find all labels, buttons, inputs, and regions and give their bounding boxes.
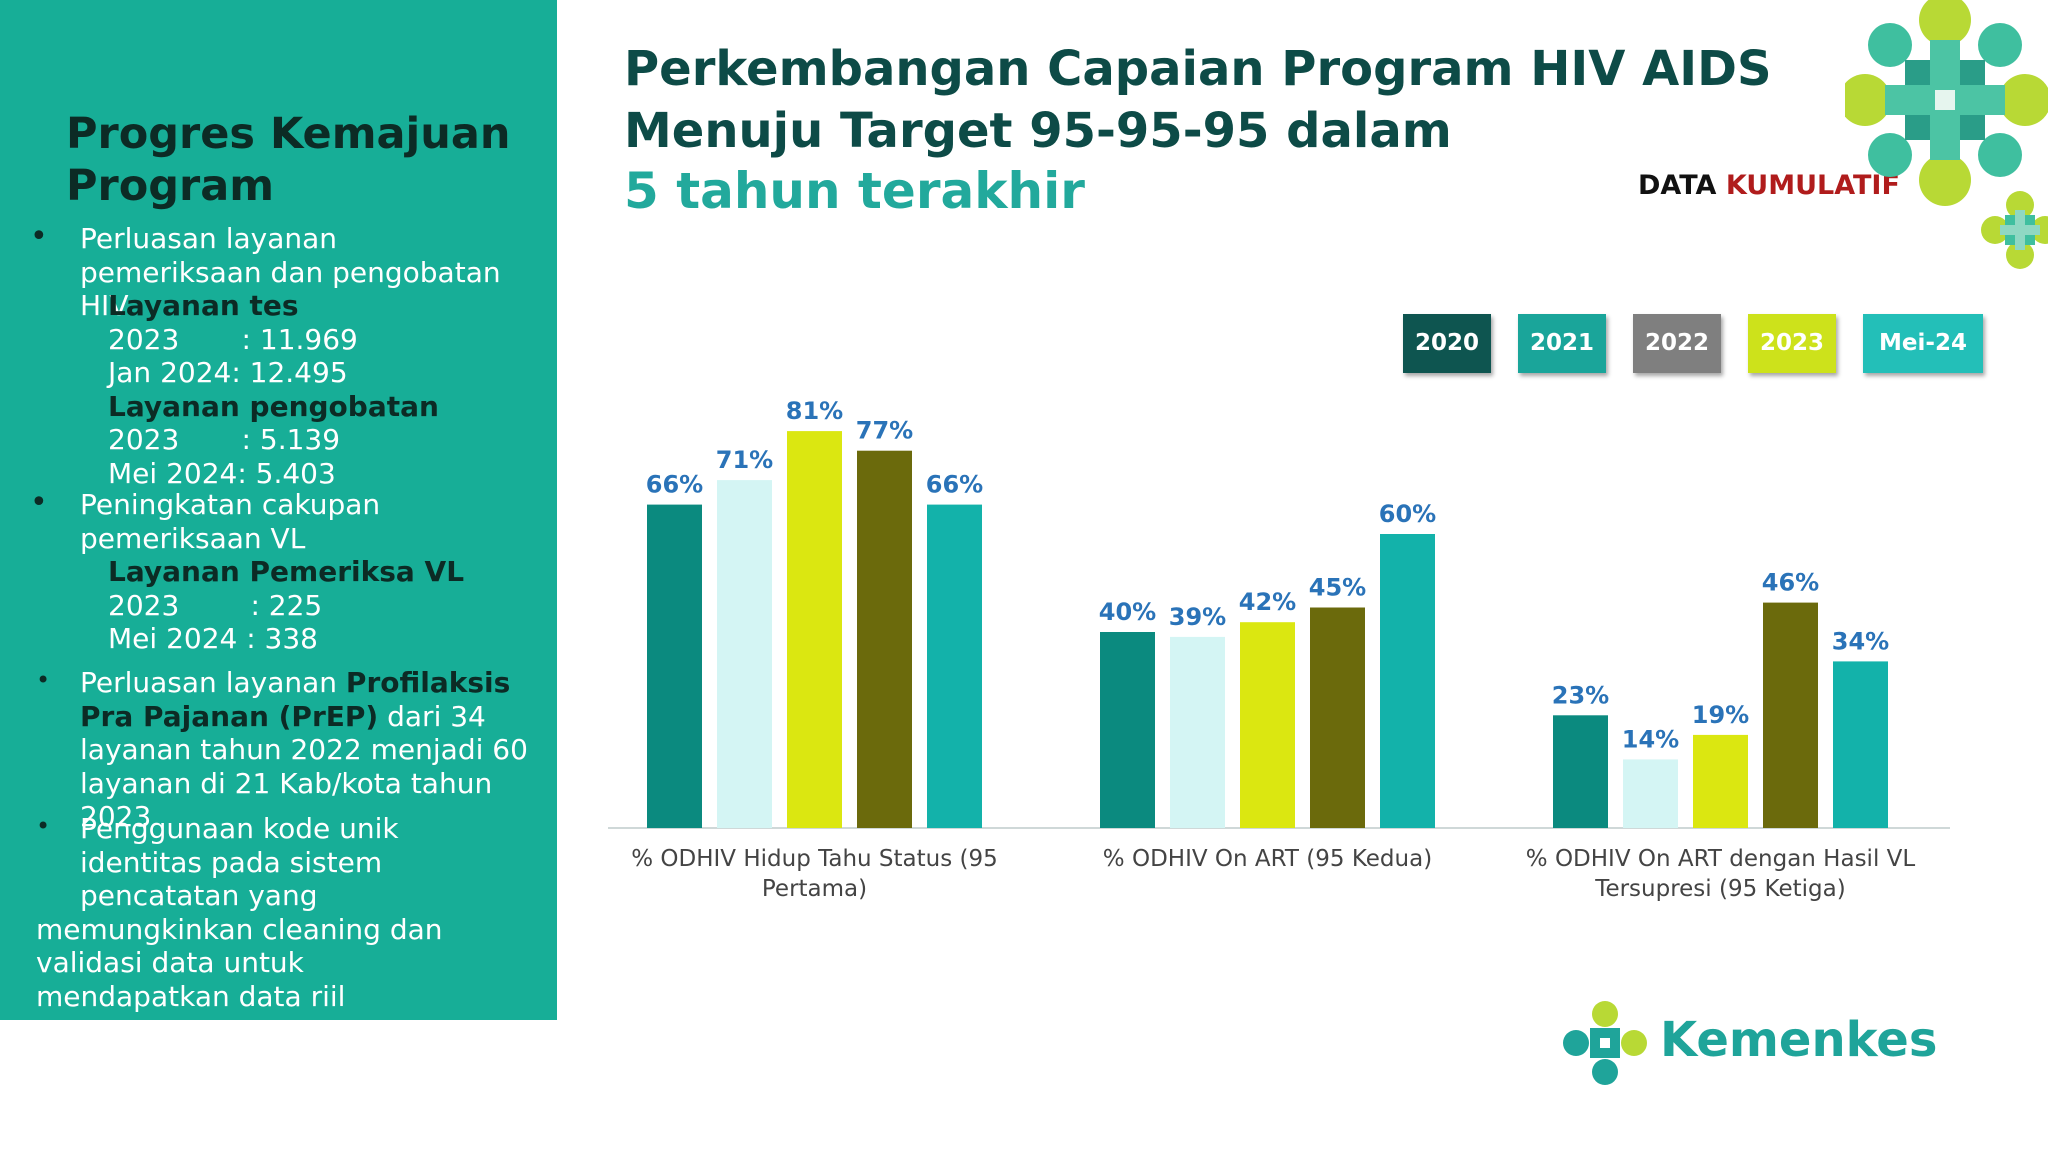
category-label-2: % ODHIV On ART (95 Kedua)	[1103, 846, 1432, 872]
data-label-2022-cat1: 81%	[786, 397, 843, 425]
legend-mei-24-label: Mei-24	[1879, 330, 1967, 356]
main-title: Perkembangan Capaian Program HIV AIDS Me…	[624, 38, 1784, 162]
data-label-2021-cat1: 71%	[716, 446, 773, 474]
data-label-2021-cat2: 39%	[1169, 603, 1226, 631]
layanan-tes-heading: Layanan tes	[108, 289, 299, 322]
bullet-2-sub: Layanan Pemeriksa VL 2023 : 225 Mei 2024…	[108, 555, 528, 656]
data-label-2022-cat2: 42%	[1239, 588, 1296, 616]
bar-mei-24-cat3	[1833, 661, 1888, 828]
bar-mei-24-cat1	[927, 504, 982, 828]
data-kumulatif-label: DATA KUMULATIF	[1638, 170, 1900, 201]
bullet-1-sub: Layanan tes 2023 : 11.969 Jan 2024: 12.4…	[108, 289, 528, 490]
category-label-3: Tersupresi (95 Ketiga)	[1594, 876, 1845, 902]
legend-2023: 2023	[1748, 314, 1836, 373]
bar-2021-cat3	[1623, 759, 1678, 828]
bullet-4-line1: Penggunaan kode unik	[80, 812, 399, 845]
flower-logo-icon	[1845, 0, 2048, 269]
bar-2022-cat1	[787, 431, 842, 828]
legend-2023-label: 2023	[1759, 330, 1824, 356]
legend-2021-label: 2021	[1529, 330, 1594, 356]
category-label-1: Pertama)	[762, 876, 867, 902]
data-label-mei-24-cat1: 66%	[926, 471, 983, 499]
main-title-line2: Menuju Target 95-95-95 dalam	[624, 103, 1452, 159]
kemenkes-logo-icon	[1563, 1001, 1647, 1085]
main-subtitle: 5 tahun terakhir	[624, 162, 1085, 220]
bar-2020-cat1	[647, 504, 702, 828]
left-panel-title: Progres Kemajuan Program	[66, 109, 511, 211]
data-label-2023-cat1: 77%	[856, 417, 913, 445]
bullet-2-text: Peningkatan cakupan pemeriksaan VL	[80, 488, 381, 555]
legend-2022: 2022	[1633, 314, 1721, 373]
prep-text-bold: Profilaksis Pra Pajanan (PrEP)	[80, 666, 511, 733]
bar-2023-cat2	[1310, 607, 1365, 828]
left-panel: Progres Kemajuan Program • Perluasan lay…	[0, 0, 557, 1020]
bar-2020-cat3	[1553, 715, 1608, 828]
bar-2023-cat3	[1763, 602, 1818, 828]
bar-2022-cat3	[1693, 734, 1748, 828]
data-label-2021-cat3: 14%	[1622, 725, 1679, 753]
category-label-3: % ODHIV On ART dengan Hasil VL	[1526, 846, 1916, 872]
prep-text-pre: Perluasan layanan	[80, 666, 346, 699]
category-label-1: % ODHIV Hidup Tahu Status (95	[631, 846, 998, 872]
bar-2021-cat1	[717, 480, 772, 828]
bullet-1-text: Perluasan layanan pemeriksaan dan pengob…	[80, 222, 501, 322]
kumulatif-label: KUMULATIF	[1725, 170, 1900, 201]
data-label-mei-24-cat3: 34%	[1832, 627, 1889, 655]
data-label-mei-24-cat2: 60%	[1379, 500, 1436, 528]
bar-2020-cat2	[1100, 632, 1155, 828]
layanan-tes-2023: 2023 : 11.969	[108, 322, 358, 356]
bar-chart: 66% 71% 81% 77% 66% % ODHIV Hidup Tahu Status…	[608, 397, 1950, 902]
main-title-line1: Perkembangan Capaian Program HIV AIDS	[624, 41, 1772, 97]
data-label-2023-cat3: 46%	[1762, 569, 1819, 597]
legend-2021: 2021	[1518, 314, 1606, 373]
layanan-vl-2024: Mei 2024 : 338	[108, 622, 318, 655]
bullet-4-line5: validasi data untuk	[36, 946, 304, 979]
legend-2020-label: 2020	[1414, 330, 1479, 356]
kemenkes-logo-text: Kemenkes	[1660, 1012, 1938, 1068]
data-label-2022-cat3: 19%	[1692, 701, 1749, 729]
bullet-4-line4: memungkinkan cleaning dan	[36, 912, 443, 946]
layanan-vl-heading: Layanan Pemeriksa VL	[108, 555, 465, 588]
bullet-dot: •	[30, 485, 48, 520]
bullet-4-line2: identitas pada sistem	[80, 845, 383, 879]
bullet-3-text: Perluasan layanan Profilaksis Pra Pajana…	[80, 666, 530, 834]
bullet-dot: •	[36, 812, 51, 840]
data-label-2020-cat1: 66%	[646, 471, 703, 499]
data-label: DATA	[1638, 170, 1717, 201]
bullet-4-line3: pencatatan yang	[80, 879, 318, 912]
bullet-4-line6: mendapatkan data riil	[36, 979, 346, 1013]
data-label-2023-cat2: 45%	[1309, 574, 1366, 602]
bullet-dot: •	[36, 666, 51, 694]
legend-2022-label: 2022	[1644, 330, 1709, 356]
layanan-vl-2023: 2023 : 225	[108, 588, 323, 622]
data-label-2020-cat2: 40%	[1099, 598, 1156, 626]
legend-2020: 2020	[1403, 314, 1491, 373]
prep-text-post: dari 34 layanan tahun 2022 menjadi 60 la…	[80, 699, 528, 834]
layanan-pengobatan-heading: Layanan pengobatan	[108, 389, 439, 423]
layanan-pengobatan-2024: Mei 2024: 5.403	[108, 456, 336, 490]
bar-2021-cat2	[1170, 636, 1225, 828]
layanan-tes-2024: Jan 2024: 12.495	[108, 356, 348, 389]
bar-2023-cat1	[857, 450, 912, 828]
bullet-dot: •	[30, 219, 48, 254]
bar-2022-cat2	[1240, 622, 1295, 828]
data-label-2020-cat3: 23%	[1552, 681, 1609, 709]
bar-mei-24-cat2	[1380, 534, 1435, 828]
layanan-pengobatan-2023: 2023 : 5.139	[108, 423, 341, 456]
legend-mei-24: Mei-24	[1863, 314, 1983, 373]
